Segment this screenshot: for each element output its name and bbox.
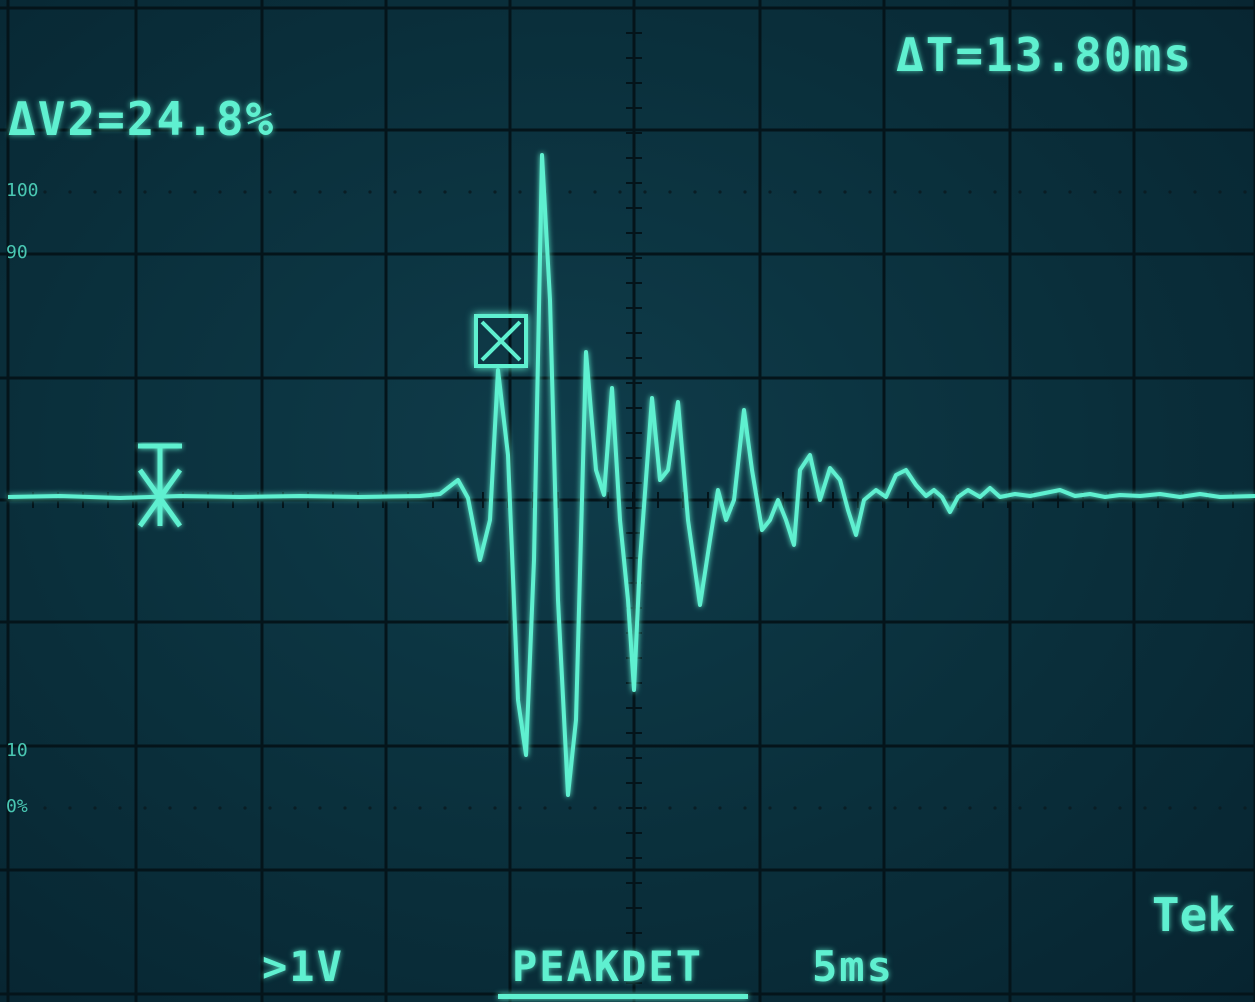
acquisition-mode-underline [498, 994, 748, 999]
delta-voltage-readout: ΔV2=24.8% [8, 92, 276, 146]
tek-brand-label: Tek [1151, 888, 1235, 942]
time-per-division-readout: 5ms [812, 942, 894, 991]
acquisition-mode-readout: PEAKDET [512, 942, 704, 991]
cursor-box-icon [474, 314, 528, 368]
percent-label-100: 100 [6, 180, 39, 201]
percent-label-0: 0% [6, 796, 28, 817]
channel-1-signal [7, 153, 1255, 797]
percent-label-90: 90 [6, 242, 28, 263]
delta-time-readout: ΔT=13.80ms [896, 28, 1193, 82]
trigger-position-icon [137, 443, 183, 528]
channel-scale-readout: >1V [262, 942, 344, 991]
percent-label-10: 10 [6, 740, 28, 761]
